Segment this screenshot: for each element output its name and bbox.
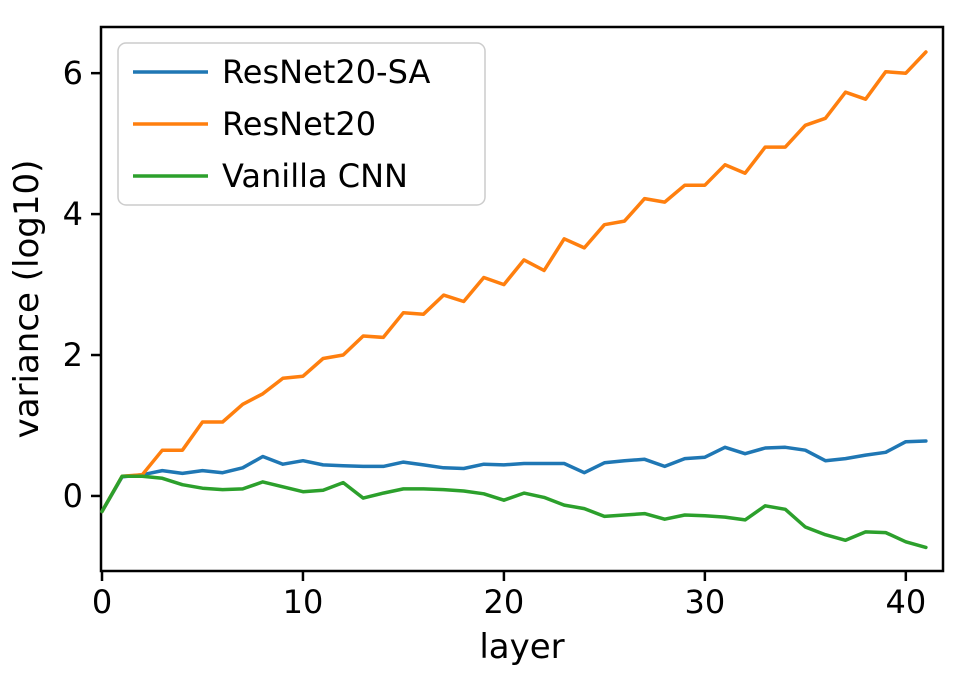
x-tick-label: 30 xyxy=(685,583,726,621)
y-tick-label: 0 xyxy=(63,477,83,515)
legend: ResNet20-SA ResNet20 Vanilla CNN xyxy=(117,42,486,206)
series-line-resnet20-sa xyxy=(100,439,928,514)
y-tick-label: 2 xyxy=(63,336,83,374)
legend-label-resnet20-sa: ResNet20-SA xyxy=(222,53,431,91)
series-lines xyxy=(100,50,928,550)
axes: 0 10 20 30 40 0 2 4 6 xyxy=(63,25,945,621)
y-tick-label: 4 xyxy=(63,195,83,233)
y-tick-label: 6 xyxy=(63,54,83,92)
x-axis-label: layer xyxy=(479,627,564,667)
plot-spines xyxy=(99,25,945,573)
x-tick-label: 40 xyxy=(885,583,926,621)
x-tick-label: 20 xyxy=(484,583,525,621)
legend-entry: ResNet20 xyxy=(133,105,376,143)
series-line-resnet20 xyxy=(100,50,928,514)
legend-label-resnet20: ResNet20 xyxy=(222,105,376,143)
legend-box xyxy=(117,42,486,206)
legend-entry: Vanilla CNN xyxy=(133,157,408,195)
y-axis-label: variance (log10) xyxy=(7,160,47,439)
legend-label-vanilla-cnn: Vanilla CNN xyxy=(222,157,408,195)
x-tick-label: 0 xyxy=(92,583,112,621)
legend-entry: ResNet20-SA xyxy=(133,53,431,91)
x-tick-label: 10 xyxy=(283,583,324,621)
series-line-vanilla-cnn xyxy=(100,474,928,550)
